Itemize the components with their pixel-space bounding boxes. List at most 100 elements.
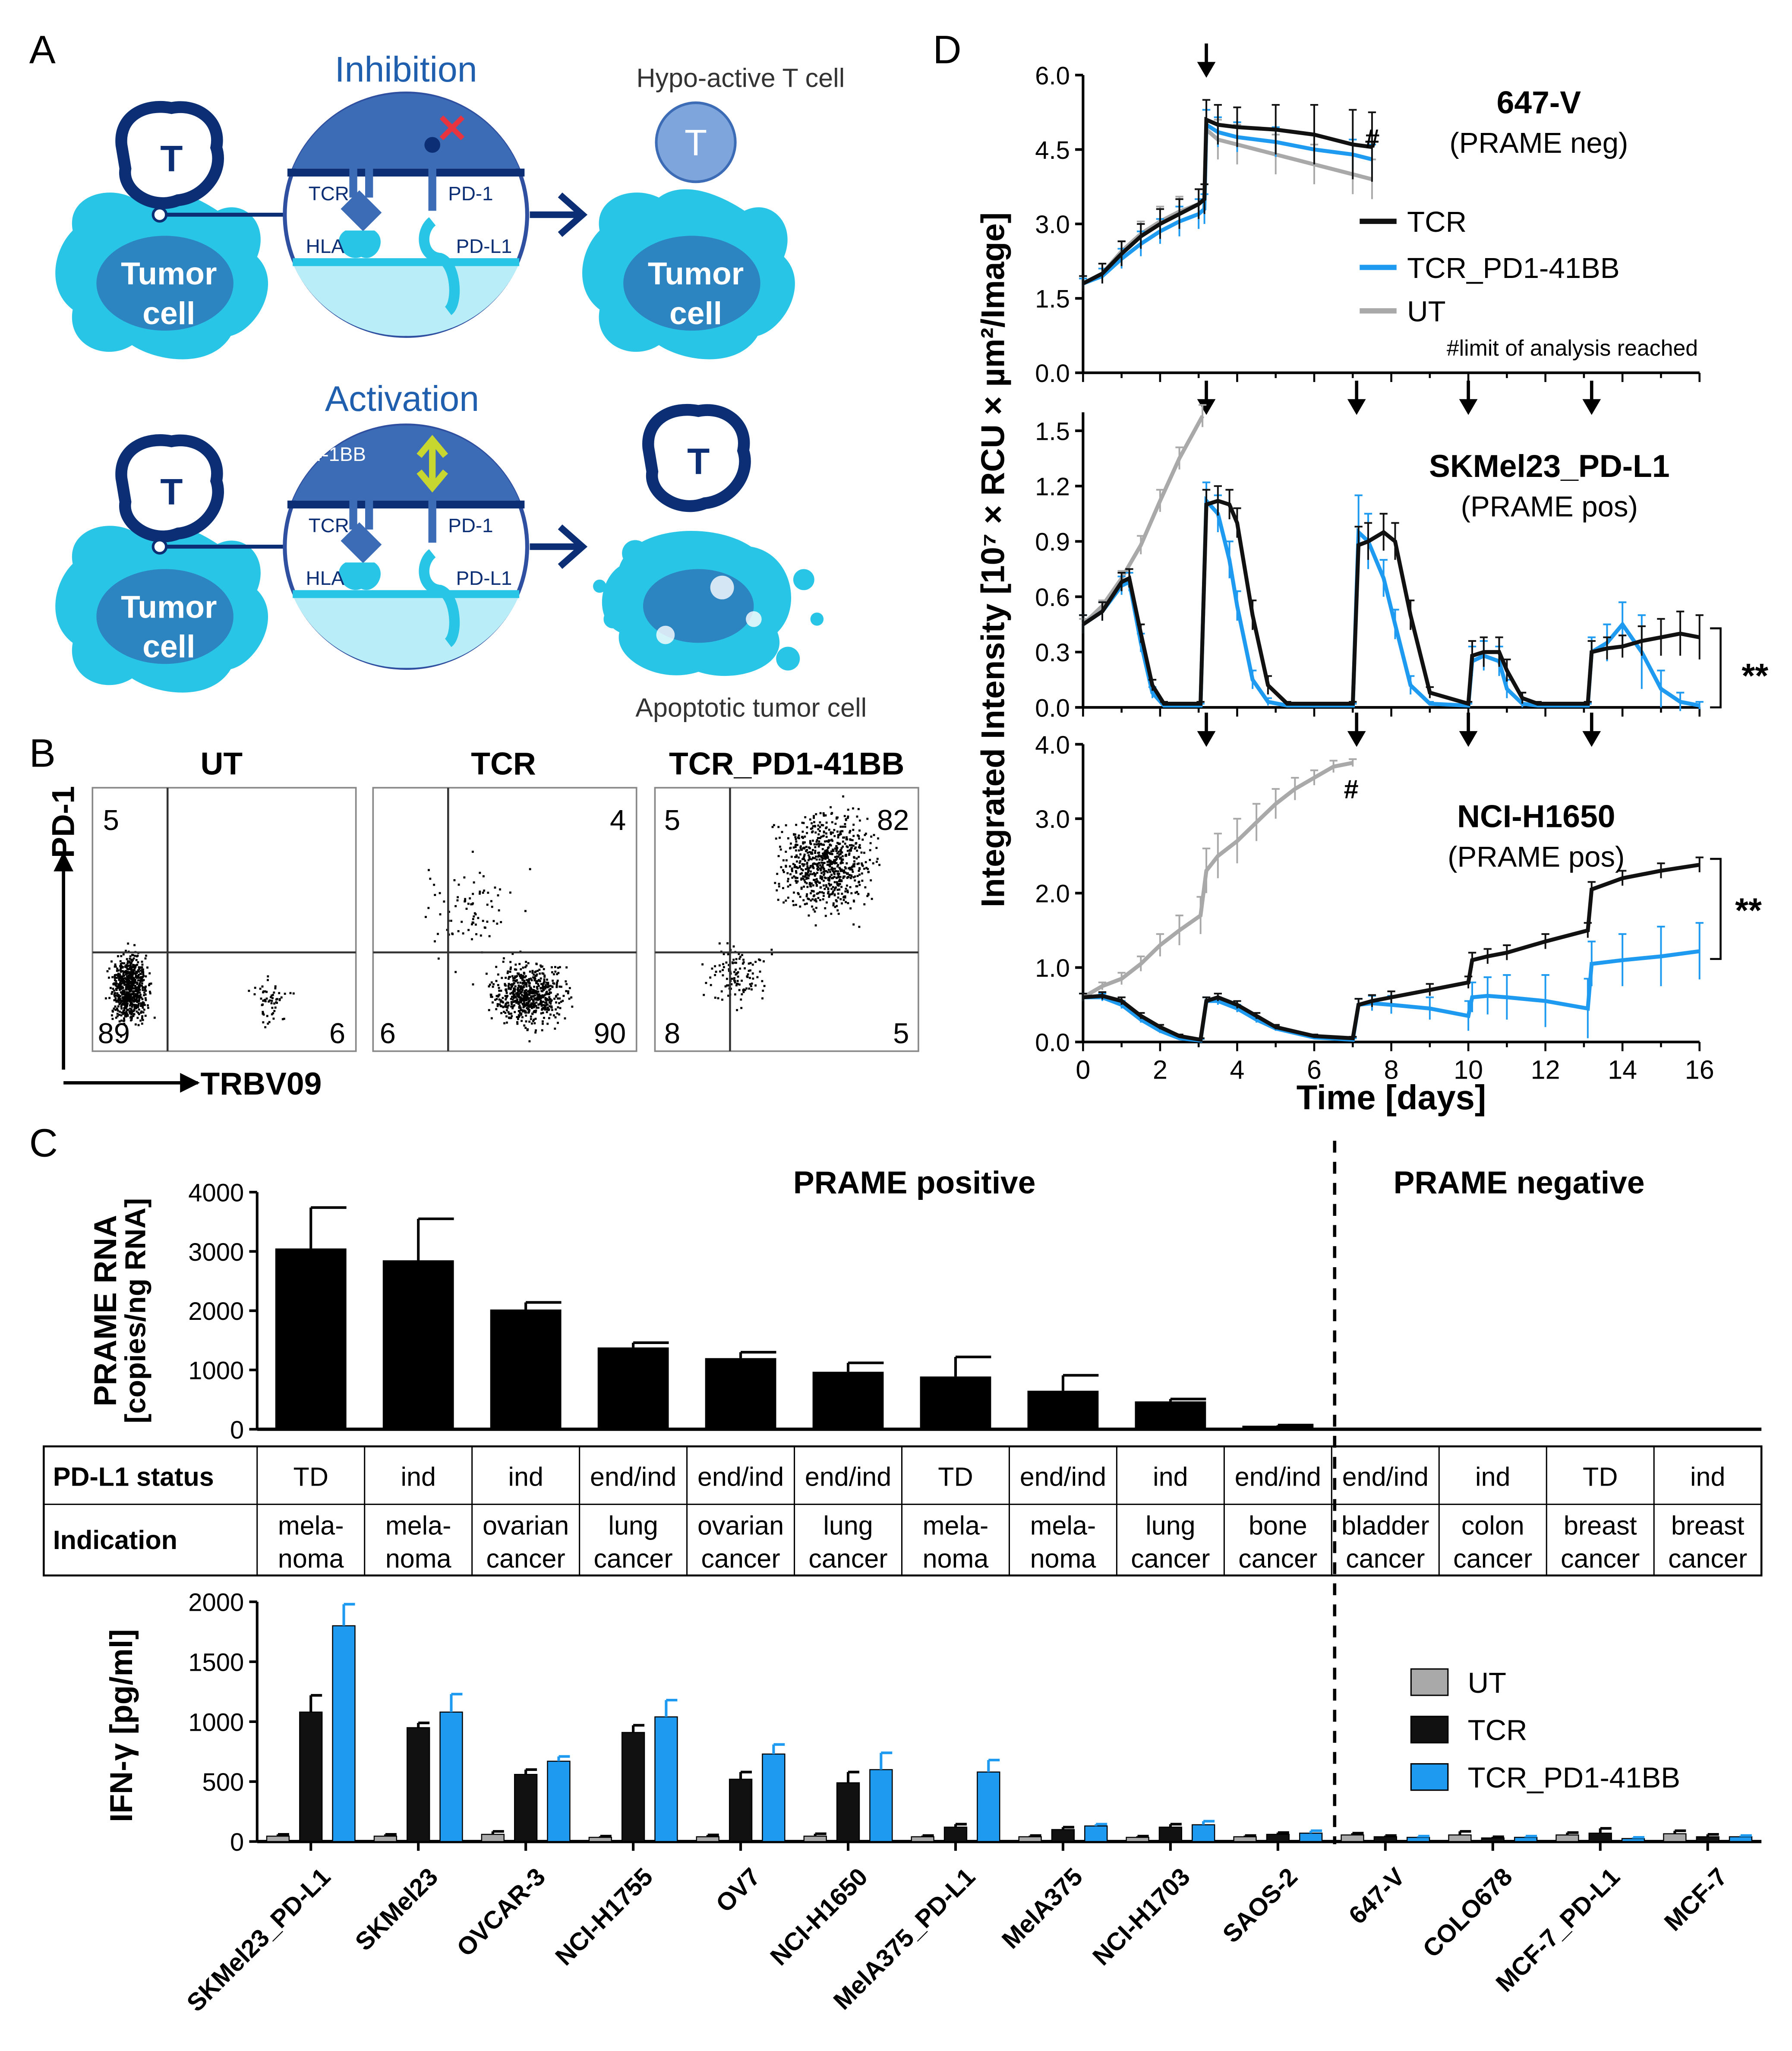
flow-event — [839, 883, 841, 885]
flow-event — [847, 902, 849, 904]
flow-event — [524, 975, 527, 978]
flow-event — [531, 992, 533, 994]
flow-event — [842, 795, 845, 798]
flow-event — [828, 877, 831, 880]
flow-event — [520, 1012, 523, 1015]
flow-event — [821, 859, 823, 861]
flow-event — [141, 980, 144, 982]
flow-event — [525, 1002, 528, 1004]
flow-event — [549, 984, 552, 987]
flow-event — [118, 978, 120, 981]
flow-event — [530, 1003, 533, 1005]
flow-event — [526, 979, 528, 981]
flow-event — [527, 1005, 530, 1008]
flow-event — [837, 855, 840, 858]
tumor-label-line2: cell — [142, 296, 195, 331]
flow-event — [853, 865, 855, 868]
flow-event — [533, 979, 536, 981]
flow-event — [869, 849, 871, 852]
flow-event — [830, 888, 833, 890]
flow-event — [811, 851, 813, 854]
flow-event — [120, 985, 122, 988]
flow-event — [808, 869, 810, 872]
flow-event — [130, 986, 133, 988]
flow-event — [516, 1022, 519, 1025]
flow-event — [477, 917, 480, 919]
flow-event — [787, 877, 789, 880]
flow-event — [815, 900, 817, 902]
table-border — [43, 1445, 1763, 1577]
flow-event — [123, 1020, 125, 1022]
flow-event — [125, 973, 127, 976]
flow-event — [126, 976, 129, 979]
flow-event — [812, 884, 814, 887]
flow-event — [142, 1019, 144, 1021]
flow-event — [842, 870, 845, 873]
flow-event — [776, 889, 778, 892]
significance-bracket-2 — [1710, 627, 1722, 709]
flow-event — [836, 842, 839, 844]
flow-event — [545, 985, 547, 988]
flow-event — [830, 893, 833, 896]
flow-event — [540, 966, 543, 968]
flow-event — [806, 872, 809, 875]
flow-event — [811, 898, 814, 901]
flow-event — [532, 1006, 534, 1009]
flow-event — [544, 997, 547, 999]
flow-event — [779, 848, 782, 851]
flow-event — [564, 1017, 566, 1019]
flow-event — [554, 970, 557, 973]
flow-event — [814, 849, 817, 852]
flow-event — [494, 999, 497, 1001]
flow-event — [485, 972, 488, 975]
flow-event — [738, 953, 740, 955]
flow-event — [867, 871, 870, 874]
flow-event — [133, 999, 135, 1002]
flow-event — [809, 883, 812, 885]
flow-event — [801, 830, 804, 833]
flow-event — [147, 1007, 149, 1009]
flow-event — [823, 831, 825, 834]
flow-event — [424, 916, 427, 918]
flow-event — [503, 1005, 506, 1008]
flow-event — [139, 1019, 142, 1022]
flow-event — [497, 973, 499, 976]
flow-event — [529, 989, 531, 991]
line-x-tick-label: 4 — [1230, 1055, 1244, 1085]
ifn-bar — [332, 1625, 356, 1842]
flow-event — [135, 964, 137, 967]
ifn-category-label: 647-V — [1344, 1863, 1410, 1930]
panel-a-schematic: Inhibition Tumor cell T ✕ TCR PD-1 HLA P… — [55, 50, 867, 722]
flow-event — [471, 850, 474, 853]
flow-event — [557, 972, 560, 974]
flow-event — [809, 866, 812, 868]
flow-event — [116, 967, 119, 970]
flow-event — [842, 846, 844, 848]
flow-event — [825, 852, 828, 854]
flow-event — [810, 870, 812, 873]
flow-event — [509, 961, 512, 963]
flow-event — [525, 964, 528, 967]
flow-event — [122, 973, 125, 975]
flow-event — [837, 850, 840, 853]
flow-event — [526, 1007, 528, 1010]
flow-event — [846, 846, 849, 849]
flow-event — [858, 881, 860, 884]
flow-event — [804, 903, 806, 906]
flow-event — [823, 870, 826, 872]
flow-event — [799, 873, 802, 875]
flow-event — [544, 1007, 547, 1009]
line-x-tick-label: 12 — [1531, 1055, 1560, 1085]
flow-event — [812, 865, 814, 868]
flow-event — [135, 974, 137, 977]
flow-event — [858, 925, 861, 928]
flow-event — [504, 995, 507, 997]
flow-event — [819, 864, 821, 867]
flow-event — [726, 984, 728, 987]
flow-event — [807, 874, 810, 877]
flow-event — [142, 1005, 144, 1007]
flow-event — [830, 806, 832, 808]
quadrant-ll-tcr-pd1: 8 — [664, 1017, 680, 1050]
flow-event — [846, 872, 848, 874]
